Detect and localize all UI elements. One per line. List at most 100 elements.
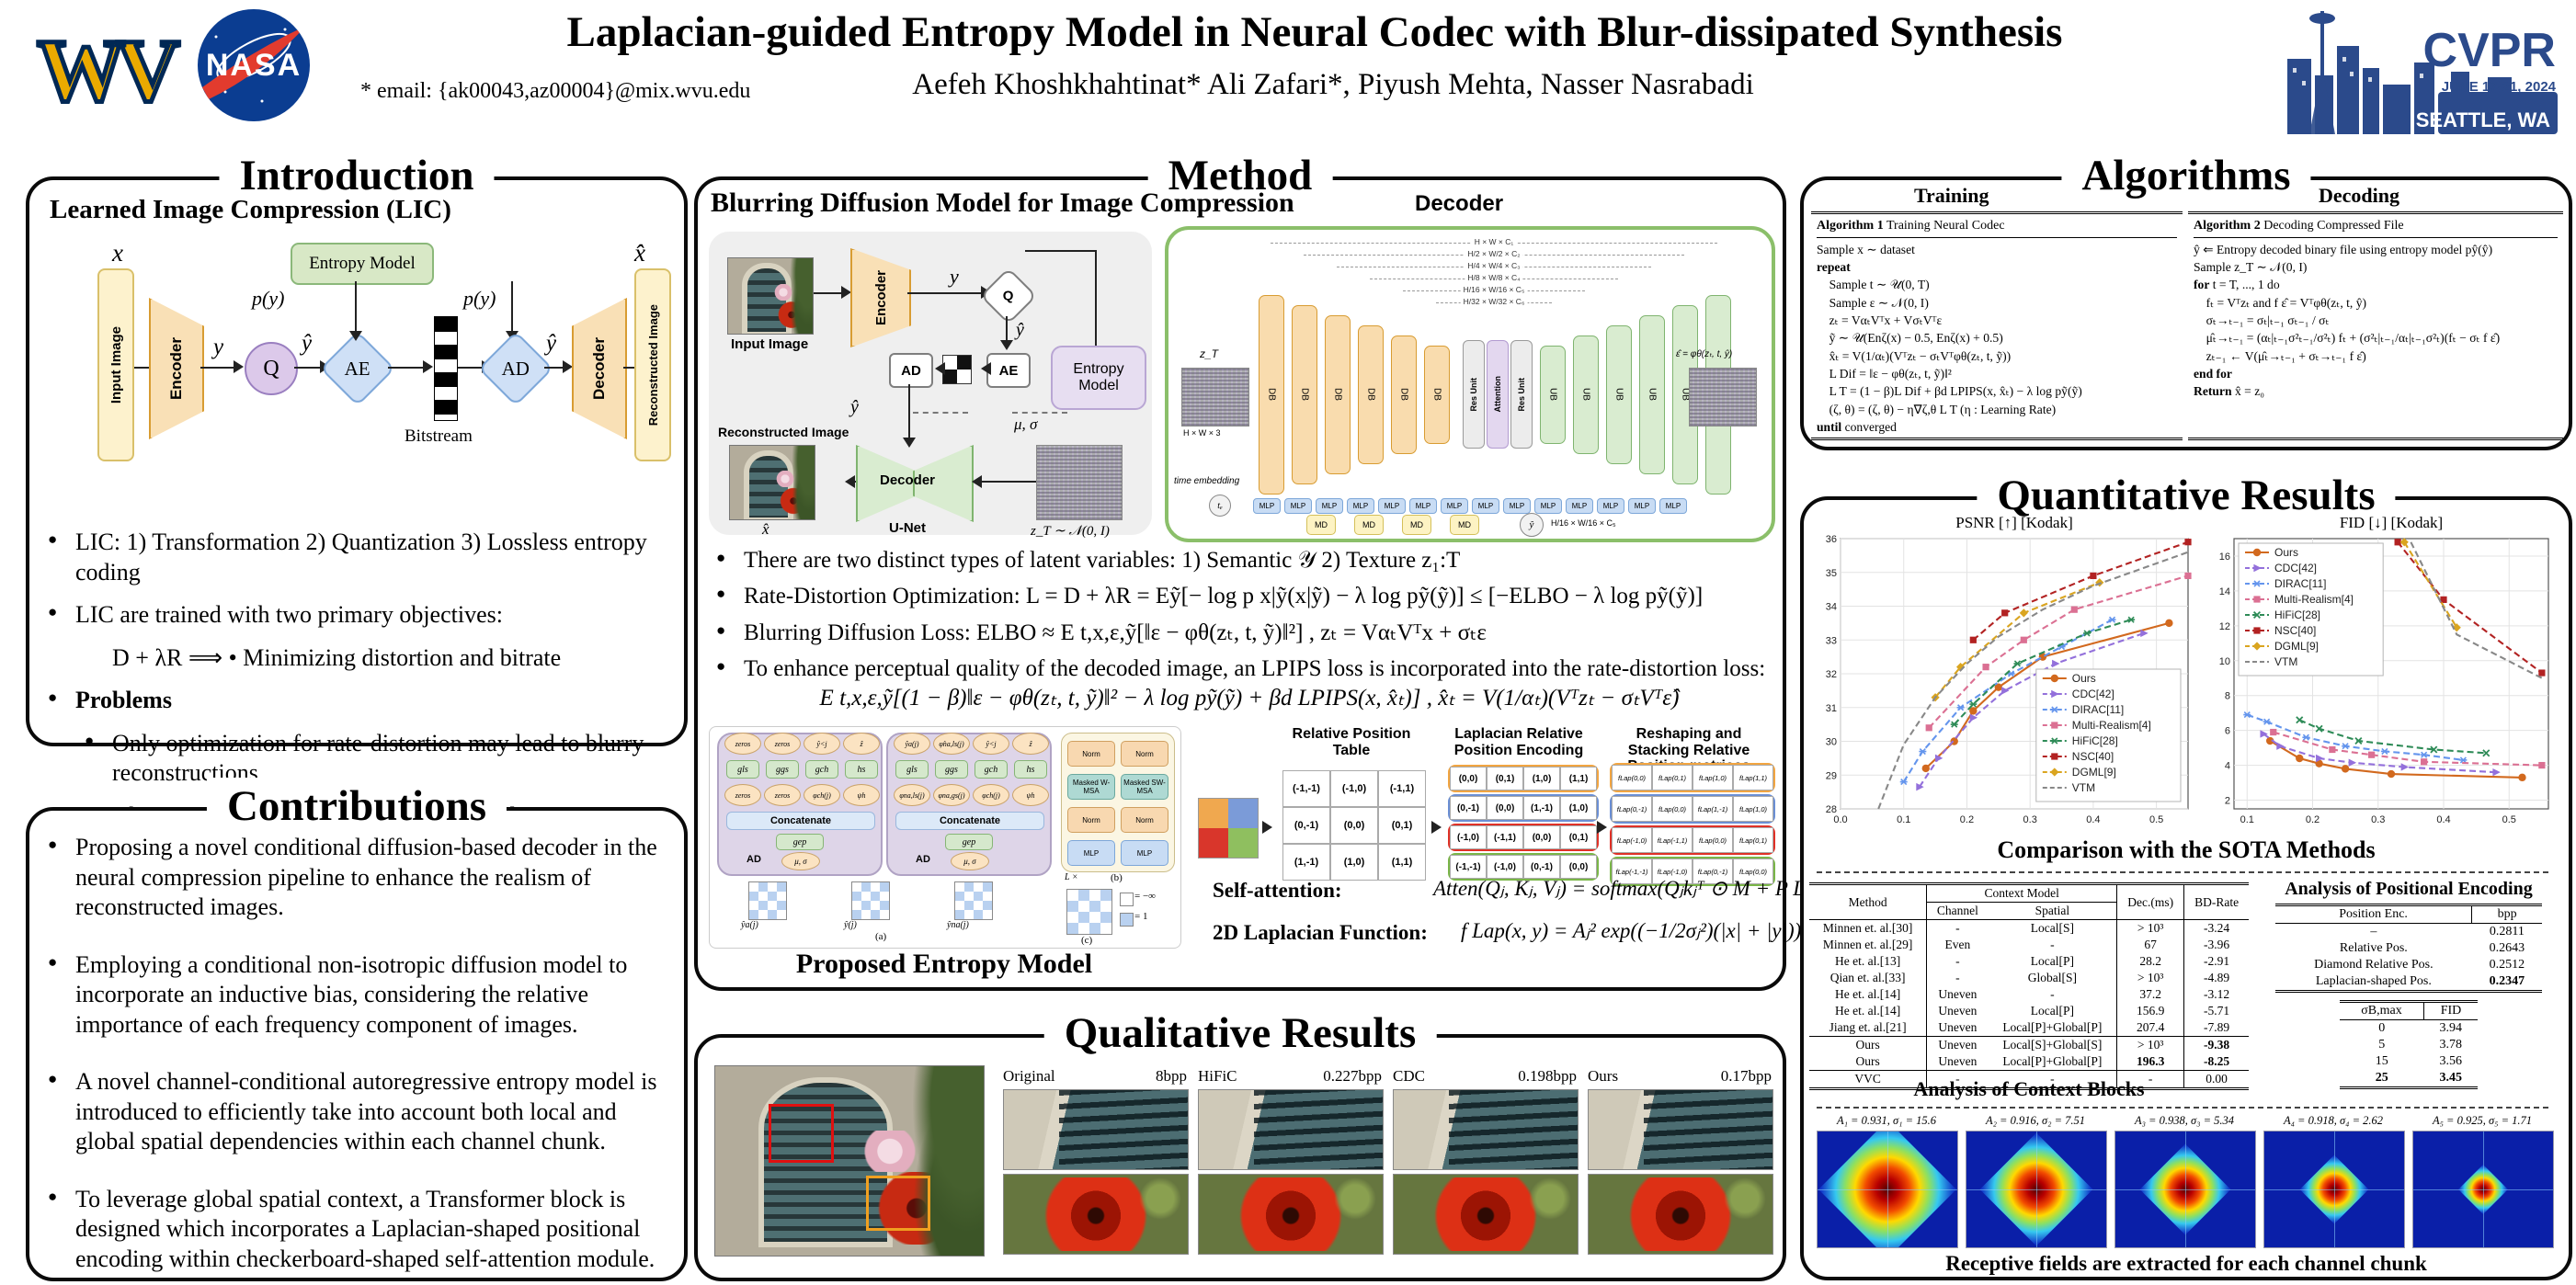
feature-circle: φna,ls(j) [894, 784, 930, 806]
algorithm-line: μ̂ₜ→ₜ₋₁ = (αₜ|ₜ₋₁σ²ₜ₋₁/σ²ₜ) fₜ + (σ²ₜ|ₜ₋… [2194, 331, 2501, 346]
svg-text:16: 16 [2219, 552, 2230, 563]
svg-text:Ours: Ours [2072, 672, 2096, 685]
algorithm-line: zₜ = VαₜVᵀx + VσₜVᵀε [1817, 313, 1943, 328]
receptive-caption: Receptive fields are extracted for each … [1945, 1252, 2427, 1275]
db-block: DB [1424, 345, 1450, 444]
unet-label: H/16 × W/16 × C₅ [1551, 518, 1616, 528]
py-label-right: p(y) [463, 287, 496, 310]
algorithm-line: (ζ, θ) = (ζ, θ) − η∇ζ,θ L T (η : Learnin… [1817, 402, 2057, 416]
introduction-title: Introduction [219, 147, 495, 206]
skip-label: H/32 × W/32 × C₆ [1460, 297, 1528, 306]
qual-col-header: HiFiC 0.227bpp [1198, 1067, 1382, 1085]
svg-text:4: 4 [2225, 761, 2230, 772]
mlp-block: MLP [1659, 498, 1687, 514]
mlp-block: MLP [1409, 498, 1437, 514]
mlp-block: MLP [1472, 498, 1499, 514]
db-block: DB [1325, 314, 1351, 474]
latent-checkerboard [748, 881, 787, 920]
stacked-matrix-row: fLap(0,-1) fLap(0,0) fLap(1,-1) fLap(1,0) [1610, 794, 1775, 824]
mlp-block: MLP [1597, 498, 1624, 514]
svg-text:32: 32 [1826, 669, 1837, 680]
feature-circle: zeros [724, 784, 761, 806]
time-embedding-circle: tₑ [1209, 495, 1231, 517]
zt-label: z_T ∼ 𝒩(0, I) [1031, 524, 1110, 539]
board-label: ŷa(j) [741, 920, 758, 930]
section-qualitative: Qualitative Results Original 8bpp HiFiC 0.2… [694, 1005, 1786, 1281]
transformer-panel: Norm Masked W-MSA Norm MLP Norm Masked SW-MSA… [1061, 733, 1175, 872]
fig1-xhat-label: x̂ [762, 520, 769, 538]
fig1-quantizer: Q [979, 267, 1038, 325]
latent-circle: ẑ [843, 733, 880, 755]
ub-block: UB [1540, 345, 1566, 444]
feature-circle: φna,gs(j) [933, 784, 970, 806]
section-algorithms: Algorithms Training Decoding Algorithm 1… [1800, 147, 2572, 450]
svg-text:DGML[9]: DGML[9] [2274, 640, 2319, 653]
fid-chart: 0.1 0.2 0.3 0.4 0.5 2 4 6 8 10 12 14 16 FID [↓] [Koda… [2203, 513, 2558, 837]
svg-text:2: 2 [2225, 796, 2230, 807]
gep-block: gep [945, 834, 993, 850]
fig1-ad: AD [889, 353, 933, 388]
transformer-block: MLP [1067, 840, 1115, 866]
feature-circle: φch(j) [973, 784, 1009, 806]
laplacian-encoding-row: (0,-1) (0,0) (1,-1) (1,0) [1448, 794, 1599, 822]
section-method: Method Blurring Diffusion Model for Imag… [694, 147, 1861, 991]
bullet-item: There are two distinct types of latent v… [712, 546, 1770, 574]
md-block: MD [1306, 515, 1336, 535]
latent-circle: zeros [724, 733, 761, 755]
ad-block: AD [477, 330, 554, 407]
algorithm-1: Algorithm 1 Training Neural Codec Sample… [1811, 211, 2183, 440]
fig1-entropy-model: Entropy Model [1051, 346, 1146, 410]
flower-crop [1003, 1174, 1189, 1255]
algorithm-line: for t = T, ..., 1 do [2194, 278, 2280, 292]
mid-block: Res Unit [1463, 340, 1485, 449]
svg-text:28: 28 [1826, 804, 1837, 815]
mid-block: Res Unit [1510, 340, 1533, 449]
transformer-block: Masked SW-MSA [1121, 774, 1168, 800]
feature-circle: zeros [764, 784, 801, 806]
red-crop-box [769, 1104, 834, 1163]
shutter-crop [1198, 1089, 1384, 1170]
skip-label: H/4 × W/4 × C₃ [1465, 261, 1523, 270]
y-label: y [213, 335, 224, 359]
latent-circle: ŷ<j [804, 733, 840, 755]
transformer-block: Norm [1121, 741, 1168, 767]
ad-label: AD [747, 854, 761, 865]
mlp-block: MLP [1534, 498, 1562, 514]
quadrant-square [1198, 798, 1259, 859]
db-block: DB [1358, 324, 1384, 464]
algorithm-2: Algorithm 2 Decoding Compressed File ŷ ⇐… [2188, 211, 2563, 440]
laplacian-encoding-row: (-1,0) (-1,1) (0,0) (0,1) [1448, 824, 1599, 851]
svg-text:8: 8 [2225, 691, 2230, 702]
svg-text:Ours: Ours [2274, 546, 2298, 559]
g-block: hs [1014, 760, 1047, 779]
svg-text:0.1: 0.1 [1897, 814, 1910, 825]
svg-text:DIRAC[11]: DIRAC[11] [2072, 703, 2124, 716]
algorithm-line: σₜ→ₜ₋₁ = σₜ|ₜ₋₁ σₜ₋₁ / σₜ [2194, 313, 2330, 328]
musigma-circle: μ, σ [951, 852, 989, 870]
g-block: ggs [766, 760, 799, 779]
psnr-chart: 0.0 0.1 0.2 0.3 0.4 0.5 28 29 30 31 32 33 34 35 36 PSNR… [1809, 513, 2197, 837]
board-label: ŷ(j) [844, 920, 857, 930]
svg-text:DGML[9]: DGML[9] [2072, 766, 2116, 779]
skip-label: H × W × C₁ [1471, 237, 1517, 246]
section-contributions: Contributions Proposing a novel conditio… [26, 778, 688, 1281]
svg-text:6: 6 [2225, 726, 2230, 737]
latent-circle: ẑ [1012, 733, 1049, 755]
xhat-label: x̂ [634, 239, 645, 267]
encoder-block: Encoder [149, 298, 204, 439]
feature-circle: φch(j) [804, 784, 840, 806]
stacked-matrix-row: fLap(0,0) fLap(0,1) fLap(1,0) fLap(1,1) [1610, 763, 1775, 792]
latent-circle: ŷa(j) [894, 733, 930, 755]
svg-text:Multi-Realism[4]: Multi-Realism[4] [2072, 719, 2151, 732]
context-table: Method Context Model Dec.(ms) BD-Rate Channe… [1809, 882, 2249, 1090]
unet-label: H × W × 3 [1183, 428, 1221, 438]
mlp-block: MLP [1566, 498, 1593, 514]
musigma-circle: μ, σ [781, 852, 820, 870]
svg-text:DIRAC[11]: DIRAC[11] [2274, 577, 2326, 590]
transformer-block: Masked W-MSA [1067, 774, 1115, 800]
bullet-item: To leverage global spatial context, a Tr… [44, 1185, 666, 1275]
svg-text:FID [↓] [Kodak]: FID [↓] [Kodak] [2340, 514, 2443, 531]
ub-block: UB [1639, 314, 1665, 474]
fig1-recon-label: Reconstructed Image [718, 425, 849, 439]
yhat-label-2: ŷ [546, 331, 557, 356]
